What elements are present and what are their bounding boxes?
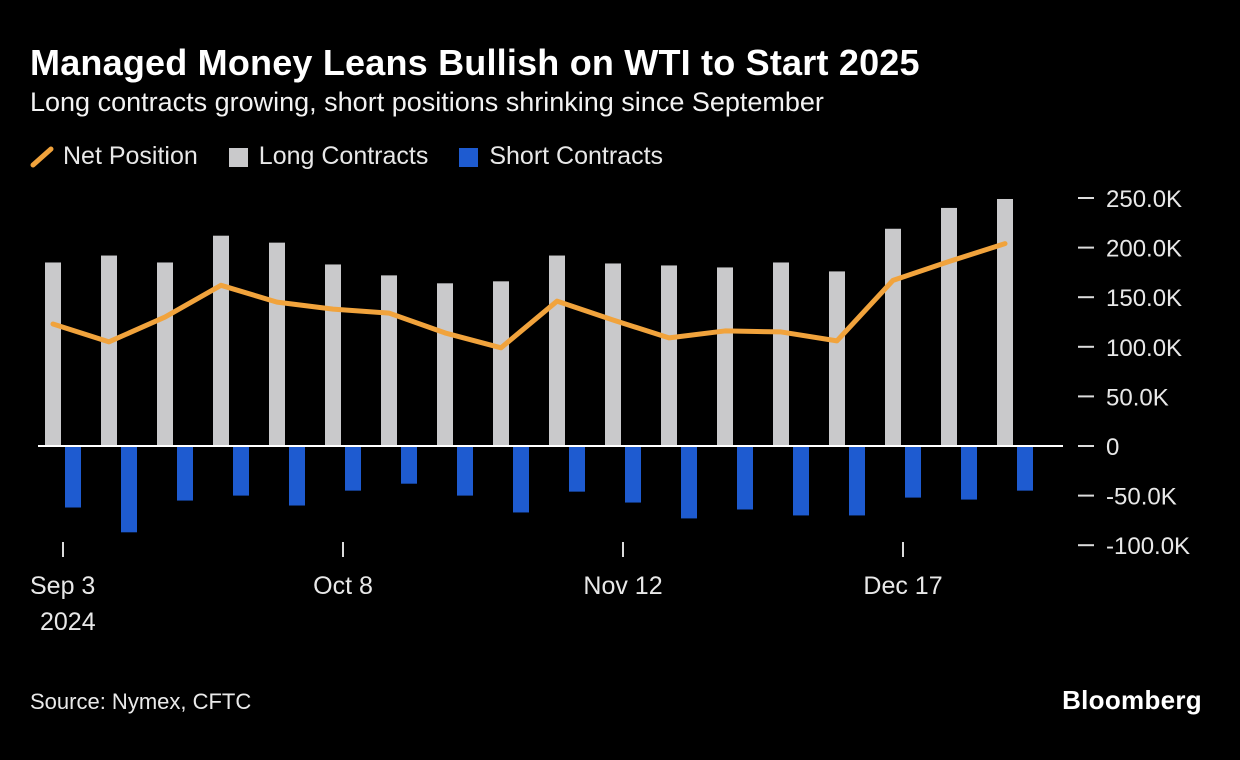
short-contracts-swatch bbox=[459, 147, 479, 167]
short-contracts-bar bbox=[905, 446, 921, 498]
short-contracts-bar bbox=[849, 446, 865, 516]
y-axis-tick-label: 200.0K bbox=[1106, 236, 1182, 263]
x-axis-tick-label: Nov 12 bbox=[583, 572, 662, 600]
short-contracts-bar bbox=[961, 446, 977, 500]
short-contracts-bar bbox=[1017, 446, 1033, 491]
long-contracts-bar bbox=[157, 262, 173, 446]
short-contracts-bar bbox=[457, 446, 473, 496]
bloomberg-logo: Bloomberg bbox=[1062, 685, 1202, 715]
short-contracts-bar bbox=[569, 446, 585, 492]
y-axis-tick-label: -100.0K bbox=[1106, 533, 1190, 560]
long-contracts-bar bbox=[269, 242, 285, 446]
long-contracts-bar bbox=[773, 262, 789, 446]
chart-plot: 250.0K 200.0K 150.0K 100.0K 50.0K 0 -50.0K -100… bbox=[30, 186, 1190, 636]
long-contracts-bar bbox=[717, 267, 733, 446]
long-contracts-bar bbox=[661, 265, 677, 446]
long-contracts-bar bbox=[493, 281, 509, 446]
long-contracts-bar bbox=[549, 255, 565, 446]
short-contracts-bar bbox=[233, 446, 249, 496]
net-position-swatch bbox=[30, 146, 54, 167]
short-contracts-bar bbox=[177, 446, 193, 501]
short-contracts-bar bbox=[401, 446, 417, 484]
legend-label: Long Contracts bbox=[258, 142, 429, 170]
short-contracts-bar bbox=[625, 446, 641, 503]
short-contracts-bar bbox=[793, 446, 809, 516]
legend-label: Short Contracts bbox=[489, 142, 664, 170]
long-contracts-bar bbox=[997, 198, 1013, 446]
long-contracts-bar bbox=[45, 262, 61, 446]
short-contracts-bar bbox=[121, 446, 137, 533]
long-contracts-bar bbox=[381, 275, 397, 446]
long-contracts-swatch bbox=[228, 147, 248, 167]
short-contracts-bar bbox=[289, 446, 305, 506]
long-contracts-bar bbox=[885, 228, 901, 446]
chart-title: Managed Money Leans Bullish on WTI to St… bbox=[30, 42, 920, 83]
legend-item-short-contracts: Short Contracts bbox=[456, 142, 663, 171]
net-position-line bbox=[50, 241, 1008, 351]
long-contracts-bar bbox=[941, 207, 957, 446]
legend-label: Net Position bbox=[63, 142, 198, 170]
long-contracts-bar bbox=[213, 235, 229, 446]
short-contracts-bar bbox=[737, 446, 753, 510]
long-contracts-bar bbox=[437, 283, 453, 446]
y-axis-tick-label: 0 bbox=[1106, 434, 1119, 461]
legend-item-long-contracts: Long Contracts bbox=[226, 142, 429, 171]
x-axis-tick-label: Oct 8 bbox=[313, 572, 373, 600]
y-axis-tick-label: -50.0K bbox=[1106, 484, 1177, 511]
y-axis-tick-label: 100.0K bbox=[1106, 335, 1182, 362]
chart-subtitle: Long contracts growing, short positions … bbox=[30, 87, 824, 117]
x-axis-tick-label: Dec 17 bbox=[863, 572, 942, 600]
legend: Net Position Long Contracts Short Contract… bbox=[30, 142, 663, 171]
long-contracts-bar bbox=[605, 263, 621, 446]
long-contracts-bar bbox=[101, 255, 117, 446]
y-axis-tick-label: 150.0K bbox=[1106, 285, 1182, 312]
short-contracts-bar bbox=[345, 446, 361, 491]
y-axis-tick-label: 50.0K bbox=[1106, 384, 1169, 411]
legend-item-net-position: Net Position bbox=[30, 142, 198, 171]
short-contracts-bar bbox=[65, 446, 81, 508]
short-contracts-bar bbox=[681, 446, 697, 519]
x-axis-year-label: 2024 bbox=[40, 608, 96, 636]
long-contracts-bar bbox=[325, 264, 341, 446]
long-contracts-bar bbox=[829, 271, 845, 446]
x-axis-tick-label: Sep 3 bbox=[30, 572, 95, 600]
source-note: Source: Nymex, CFTC bbox=[30, 689, 252, 714]
y-axis-tick-label: 250.0K bbox=[1106, 186, 1182, 213]
short-contracts-bar bbox=[513, 446, 529, 513]
